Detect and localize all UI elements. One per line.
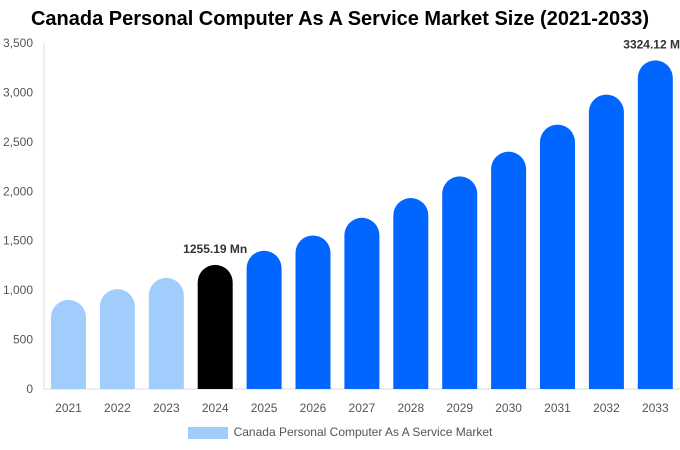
chart-title: Canada Personal Computer As A Service Ma… (30, 8, 650, 30)
bar-2025 (246, 250, 282, 389)
y-tick-label: 500 (13, 333, 33, 347)
bar-chart: 0 500 1,000 1,500 2,000 2,500 3,000 3,500 2021 20… (3, 36, 680, 415)
bar-2022 (99, 289, 135, 389)
x-tick-label: 2033 (642, 401, 669, 415)
bar-2021 (51, 299, 86, 389)
x-tick-label: 2022 (104, 401, 131, 415)
bar-2027 (344, 217, 380, 389)
bar-2023 (148, 277, 184, 389)
legend: Canada Personal Computer As A Service Ma… (0, 425, 680, 439)
x-tick-label: 2031 (544, 401, 571, 415)
legend-swatch (187, 426, 228, 439)
x-tick-label: 2027 (349, 401, 376, 415)
x-tick-label: 2028 (397, 401, 424, 415)
legend-label: Canada Personal Computer As A Service Ma… (233, 425, 493, 439)
bar-2030 (491, 151, 527, 389)
x-tick-label: 2030 (495, 401, 522, 415)
bar-2024 (197, 264, 233, 389)
y-tick-label: 0 (26, 382, 33, 396)
bar-2028 (393, 198, 429, 389)
bar-2026 (295, 235, 331, 389)
data-label: 3324.12 Mn (623, 37, 680, 51)
x-tick-label: 2025 (251, 401, 278, 415)
bar-2031 (540, 124, 575, 389)
bar-2029 (442, 176, 478, 389)
x-tick-label: 2023 (153, 401, 180, 415)
x-tick-label: 2026 (300, 401, 327, 415)
x-tick-label: 2021 (55, 401, 82, 415)
x-tick-label: 2024 (202, 401, 229, 415)
y-tick-label: 2,000 (3, 184, 33, 198)
bar-2032 (588, 94, 624, 390)
y-tick-label: 2,500 (3, 135, 33, 149)
data-label: 1255.19 Mn (183, 242, 247, 256)
x-tick-label: 2029 (446, 401, 473, 415)
x-tick-label: 2032 (593, 401, 620, 415)
y-tick-label: 1,000 (3, 283, 33, 297)
bar-2033 (637, 60, 673, 390)
y-tick-label: 3,000 (3, 85, 33, 99)
y-tick-label: 1,500 (3, 234, 33, 248)
y-tick-label: 3,500 (3, 36, 33, 50)
